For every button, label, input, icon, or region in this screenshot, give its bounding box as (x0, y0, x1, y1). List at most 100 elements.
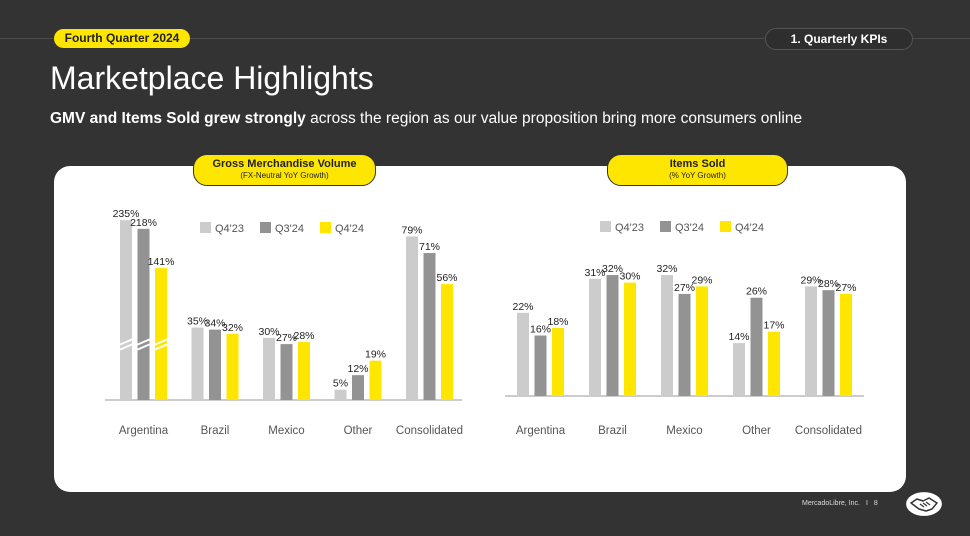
gmv-bar (280, 344, 293, 400)
gmv-category-label: Brazil (201, 425, 230, 437)
quarter-badge: Fourth Quarter 2024 (54, 29, 190, 48)
items-bar (768, 331, 780, 396)
items-category-label: Mexico (666, 425, 702, 437)
gmv-data-label: 71% (419, 241, 440, 253)
items-bar (661, 275, 673, 396)
gmv-data-label: 32% (222, 322, 243, 334)
gmv-bar (120, 220, 132, 400)
gmv-data-label: 35% (187, 316, 208, 328)
items-bar (733, 343, 745, 396)
items-data-label: 14% (728, 331, 749, 343)
items-bar (534, 335, 547, 396)
page-subtitle: GMV and Items Sold grew strongly across … (50, 110, 802, 128)
gmv-category-label: Consolidated (396, 425, 463, 437)
header-divider (0, 38, 970, 39)
items-data-label: 16% (530, 324, 551, 336)
items-data-label: 29% (800, 274, 821, 286)
gmv-category-label: Mexico (268, 425, 304, 437)
items-category-label: Argentina (516, 425, 566, 437)
gmv-bar (298, 342, 310, 400)
items-chart-title: Items Sold (% YoY Growth) (607, 154, 788, 186)
gmv-legend-label: Q4'24 (335, 223, 364, 235)
gmv-legend-swatch (200, 222, 211, 233)
footer-company: MercadoLibre, Inc. (802, 500, 860, 507)
footer-page: 8 (873, 500, 878, 507)
items-bar (517, 312, 529, 396)
handshake-logo-icon (904, 490, 944, 518)
items-bar (606, 275, 619, 396)
gmv-subtitle-text: (FX-Neutral YoY Growth) (240, 171, 329, 180)
items-bar (624, 282, 636, 396)
items-bar (750, 297, 763, 396)
items-legend-swatch (660, 221, 671, 232)
items-bar (552, 327, 564, 396)
gmv-bar (334, 389, 347, 400)
items-bar (822, 290, 835, 396)
gmv-bar (369, 360, 382, 400)
gmv-bar (209, 329, 221, 400)
gmv-data-label: 218% (130, 217, 157, 229)
items-category-label: Consolidated (795, 425, 862, 437)
subtitle-bold: GMV and Items Sold grew strongly (50, 110, 306, 127)
gmv-data-label: 5% (333, 378, 348, 390)
footer-separator: I (865, 500, 868, 507)
section-tab[interactable]: 1. Quarterly KPIs (765, 28, 913, 50)
gmv-data-label: 30% (258, 326, 279, 338)
items-data-label: 32% (656, 263, 677, 275)
gmv-title-text: Gross Merchandise Volume (212, 158, 357, 170)
items-data-label: 29% (691, 274, 712, 286)
items-legend-label: Q4'23 (615, 222, 644, 234)
gmv-bar (441, 284, 453, 400)
items-data-label: 31% (584, 267, 605, 279)
items-data-label: 22% (512, 301, 533, 313)
gmv-bar (352, 375, 364, 400)
items-data-label: 27% (835, 282, 856, 294)
gmv-bar (423, 253, 436, 400)
items-data-label: 18% (547, 316, 568, 328)
gmv-bar (191, 327, 204, 400)
gmv-category-label: Argentina (119, 425, 169, 437)
gmv-bar (263, 337, 275, 400)
items-title-text: Items Sold (669, 158, 726, 170)
gmv-bar (155, 268, 167, 400)
items-data-label: 26% (746, 286, 767, 298)
gmv-data-label: 19% (365, 349, 386, 361)
gmv-data-label: 12% (347, 363, 368, 375)
items-category-label: Other (742, 425, 771, 437)
subtitle-rest: across the region as our value propositi… (305, 110, 803, 127)
gmv-legend-label: Q4'23 (215, 223, 244, 235)
gmv-axis-break-mark (153, 338, 169, 346)
gmv-data-label: 235% (113, 208, 140, 220)
gmv-axis-break-mark (118, 343, 134, 351)
items-bar (589, 278, 601, 396)
items-data-label: 27% (674, 282, 695, 294)
items-data-label: 30% (619, 271, 640, 283)
items-subtitle-text: (% YoY Growth) (669, 171, 726, 180)
items-legend-label: Q4'24 (735, 222, 764, 234)
gmv-axis-break-mark (136, 338, 151, 346)
gmv-axis-break-mark (136, 343, 151, 351)
items-category-label: Brazil (598, 425, 627, 437)
gmv-legend-swatch (320, 222, 331, 233)
gmv-data-label: 79% (401, 224, 422, 236)
gmv-legend-swatch (260, 222, 271, 233)
footer: MercadoLibre, Inc. I 8 (802, 500, 878, 507)
gmv-axis-break-mark (118, 338, 134, 346)
gmv-legend-label: Q3'24 (275, 223, 304, 235)
gmv-chart-title: Gross Merchandise Volume (FX-Neutral YoY… (193, 154, 376, 186)
gmv-category-label: Other (344, 425, 373, 437)
items-legend-swatch (720, 221, 731, 232)
gmv-bar (406, 236, 418, 400)
gmv-bar (226, 333, 239, 400)
gmv-data-label: 27% (276, 332, 297, 344)
gmv-axis-break-mark (153, 343, 169, 351)
items-bar (805, 286, 817, 396)
items-bar (696, 286, 708, 396)
items-data-label: 17% (763, 320, 784, 332)
items-bar (678, 293, 691, 396)
items-data-label: 32% (602, 263, 623, 275)
gmv-data-label: 56% (436, 272, 457, 284)
items-bar (840, 293, 852, 396)
gmv-data-label: 28% (293, 330, 314, 342)
